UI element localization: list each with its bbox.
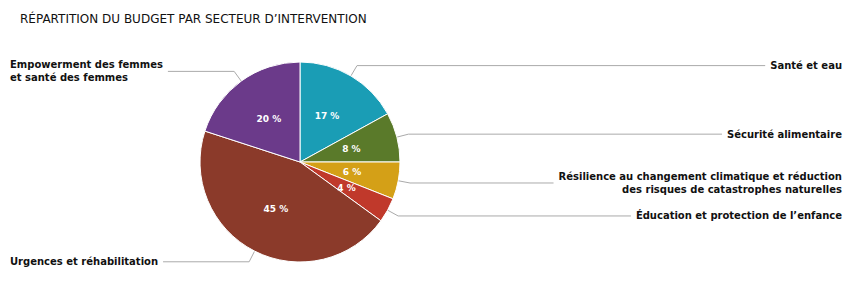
svg-text:45 %: 45 % bbox=[264, 204, 289, 214]
svg-text:20 %: 20 % bbox=[257, 114, 282, 124]
svg-text:Éducation et protection de l’e: Éducation et protection de l’enfance bbox=[636, 209, 842, 221]
svg-text:4 %: 4 % bbox=[337, 183, 355, 193]
svg-text:8 %: 8 % bbox=[342, 144, 360, 154]
svg-text:et santé des femmes: et santé des femmes bbox=[10, 72, 128, 83]
svg-text:RÉPARTITION DU BUDGET PAR SECT: RÉPARTITION DU BUDGET PAR SECTEUR D’INTE… bbox=[20, 11, 367, 26]
svg-text:Urgences et réhabilitation: Urgences et réhabilitation bbox=[10, 256, 158, 267]
svg-text:17 %: 17 % bbox=[315, 111, 340, 121]
svg-text:6 %: 6 % bbox=[343, 167, 361, 177]
svg-text:Santé et eau: Santé et eau bbox=[770, 60, 842, 71]
svg-text:Résilience au changement clima: Résilience au changement climatique et r… bbox=[559, 171, 842, 182]
svg-text:Empowerment des femmes: Empowerment des femmes bbox=[10, 59, 163, 70]
svg-text:Sécurité alimentaire: Sécurité alimentaire bbox=[727, 129, 842, 140]
svg-text:des risques de catastrophes na: des risques de catastrophes naturelles bbox=[622, 184, 842, 195]
